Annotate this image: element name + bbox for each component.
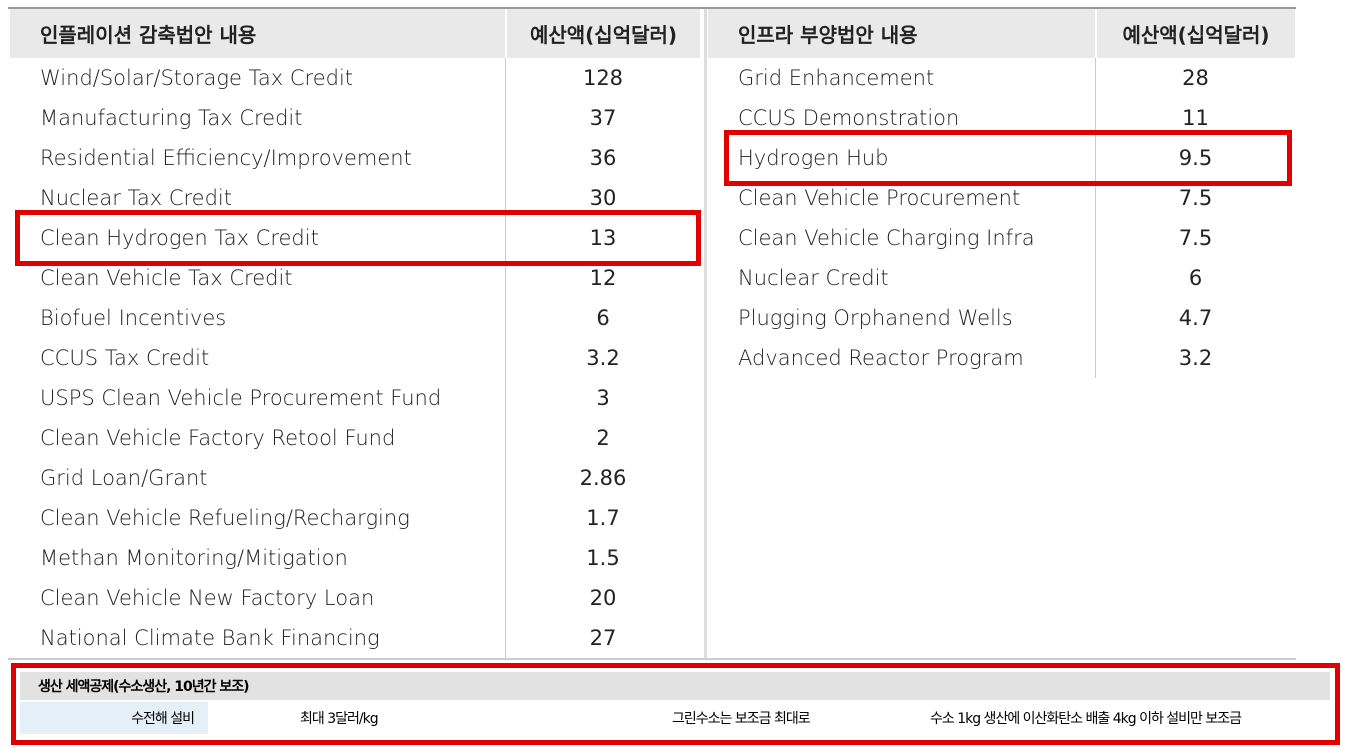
row-value: 2: [505, 418, 700, 458]
footer-label-bg: [20, 702, 208, 734]
row-value: 12: [505, 258, 700, 298]
row-label: Clean Vehicle Charging Infra: [738, 226, 1035, 250]
row-value: 128: [505, 58, 700, 98]
row-label: Wind/Solar/Storage Tax Credit: [40, 66, 354, 90]
row-label: Hydrogen Hub: [738, 146, 889, 170]
row-label: Biofuel Incentives: [40, 306, 227, 330]
row-value: 7.5: [1095, 178, 1295, 218]
row-label: CCUS Tax Credit: [40, 346, 210, 370]
row-value: 37: [505, 98, 700, 138]
row-label: Clean Vehicle Factory Retool Fund: [40, 426, 396, 450]
divider: [704, 9, 707, 659]
footer-header-bg: [20, 672, 1330, 700]
row-value: 2.86: [505, 458, 700, 498]
row-value: 3.2: [1095, 338, 1295, 378]
column-header: 예산액(십억달러): [1095, 9, 1295, 58]
column-header: 예산액(십억달러): [505, 9, 700, 58]
row-label: Clean Hydrogen Tax Credit: [40, 226, 319, 250]
row-label: Grid Enhancement: [738, 66, 935, 90]
row-label: Nuclear Tax Credit: [40, 186, 232, 210]
row-value: 20: [505, 578, 700, 618]
row-label: Advanced Reactor Program: [738, 346, 1024, 370]
footer-cell: 그린수소는 보조금 최대로: [672, 711, 811, 727]
row-label: Residential Efficiency/Improvement: [40, 146, 412, 170]
row-label: Manufacturing Tax Credit: [40, 106, 303, 130]
row-value: 30: [505, 178, 700, 218]
row-label: Clean Vehicle Tax Credit: [40, 266, 293, 290]
highlight-box: [11, 663, 1340, 745]
row-value: 6: [505, 298, 700, 338]
column-header: 인프라 부양법안 내용: [708, 9, 1095, 58]
row-label: USPS Clean Vehicle Procurement Fund: [40, 386, 442, 410]
row-value: 28: [1095, 58, 1295, 98]
row-label: Clean Vehicle New Factory Loan: [40, 586, 375, 610]
footer-cell: 수소 1kg 생산에 이산화탄소 배출 4kg 이하 설비만 보조금: [930, 711, 1242, 727]
row-value: 9.5: [1095, 138, 1295, 178]
highlight-box: [15, 210, 701, 266]
row-value: 3: [505, 378, 700, 418]
top-rule: [8, 7, 1296, 9]
row-value: 6: [1095, 258, 1295, 298]
footer-cell: 수전해 설비: [131, 711, 195, 727]
row-value: 13: [505, 218, 700, 258]
row-label: Grid Loan/Grant: [40, 466, 208, 490]
row-value: 1.5: [505, 538, 700, 578]
footer-title: 생산 세액공제(수소생산, 10년간 보조): [38, 679, 250, 695]
row-label: CCUS Demonstration: [738, 106, 960, 130]
row-value: 27: [505, 618, 700, 658]
row-value: 3.2: [505, 338, 700, 378]
row-value: 4.7: [1095, 298, 1295, 338]
row-value: 36: [505, 138, 700, 178]
row-label: Methan Monitoring/Mitigation: [40, 546, 348, 570]
row-label: National Climate Bank Financing: [40, 626, 380, 650]
highlight-box: [724, 130, 1292, 186]
bottom-rule: [8, 658, 1296, 660]
row-label: Plugging Orphanend Wells: [738, 306, 1013, 330]
column-header: 인플레이션 감축법안 내용: [10, 9, 505, 58]
row-value: 1.7: [505, 498, 700, 538]
row-label: Nuclear Credit: [738, 266, 889, 290]
row-value: 11: [1095, 98, 1295, 138]
row-label: Clean Vehicle Procurement: [738, 186, 1021, 210]
row-label: Clean Vehicle Refueling/Recharging: [40, 506, 410, 530]
footer-cell: 최대 3달러/kg: [300, 711, 379, 727]
row-value: 7.5: [1095, 218, 1295, 258]
